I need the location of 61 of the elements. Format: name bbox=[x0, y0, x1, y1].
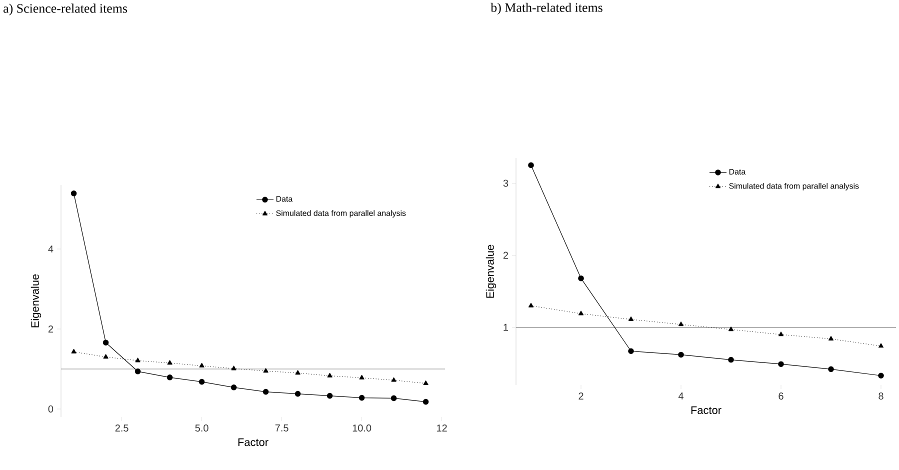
point bbox=[778, 361, 784, 367]
x-tick-label: 8 bbox=[878, 392, 884, 400]
y-tick-label: 2 bbox=[503, 252, 508, 259]
point bbox=[578, 310, 584, 316]
point bbox=[878, 372, 884, 379]
x-tick-label: 7.5 bbox=[275, 424, 288, 432]
point bbox=[102, 340, 109, 346]
point bbox=[628, 348, 634, 354]
point bbox=[295, 370, 300, 375]
point bbox=[423, 380, 428, 385]
y-axis-title: Eigenvalue bbox=[30, 274, 42, 328]
y-tick-label: 3 bbox=[503, 180, 508, 187]
point bbox=[230, 384, 237, 390]
y-tick-label: 0 bbox=[48, 405, 54, 413]
point bbox=[262, 388, 269, 395]
x-tick-label: 10.0 bbox=[352, 424, 372, 432]
chart-title: b) Math-related items bbox=[490, 2, 602, 15]
point bbox=[103, 354, 108, 359]
point bbox=[728, 326, 734, 332]
x-tick-label: 6 bbox=[778, 392, 784, 400]
point bbox=[391, 377, 396, 382]
y-tick-label: 4 bbox=[48, 246, 54, 252]
y-axis-title: Eigenvalue bbox=[486, 244, 496, 298]
point bbox=[70, 190, 77, 196]
point bbox=[198, 378, 205, 385]
point bbox=[578, 275, 584, 282]
y-tick-label: 1 bbox=[504, 324, 508, 331]
x-tick-label: 2 bbox=[578, 392, 584, 400]
point bbox=[166, 374, 173, 380]
point bbox=[167, 360, 172, 365]
point bbox=[628, 316, 634, 322]
point bbox=[878, 343, 884, 348]
x-tick-label: 4 bbox=[678, 392, 684, 400]
point bbox=[678, 352, 684, 358]
x-axis-title: Factor bbox=[691, 406, 722, 414]
point bbox=[231, 366, 236, 370]
x-tick-label: 12 bbox=[437, 424, 447, 432]
point bbox=[528, 302, 534, 308]
point bbox=[358, 394, 365, 401]
y-tick-label: 2 bbox=[48, 326, 53, 332]
point bbox=[828, 366, 834, 372]
point bbox=[326, 392, 333, 399]
x-tick-label: 5.0 bbox=[195, 424, 208, 432]
point bbox=[728, 356, 734, 363]
x-axis-title: Factor bbox=[238, 438, 268, 446]
point bbox=[263, 368, 268, 373]
point bbox=[678, 322, 684, 326]
point bbox=[327, 372, 332, 378]
chart-title: a) Science-related items bbox=[4, 4, 128, 16]
point bbox=[390, 395, 397, 402]
point bbox=[828, 336, 834, 340]
point bbox=[135, 358, 140, 362]
point bbox=[422, 398, 429, 405]
x-tick-label: 2.5 bbox=[115, 424, 128, 432]
point bbox=[294, 390, 301, 397]
point bbox=[359, 374, 364, 380]
point bbox=[528, 162, 534, 168]
point bbox=[71, 348, 76, 354]
point bbox=[778, 332, 784, 336]
point bbox=[134, 368, 141, 374]
point bbox=[199, 362, 204, 368]
